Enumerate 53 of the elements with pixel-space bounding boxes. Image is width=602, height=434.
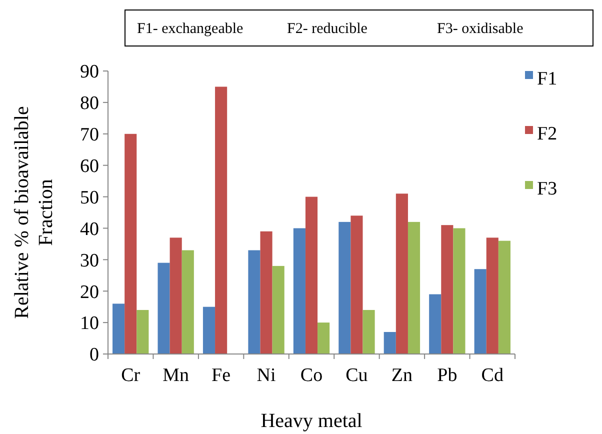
bar — [498, 240, 510, 354]
x-tick-label: Mn — [162, 365, 190, 386]
bar — [384, 332, 396, 354]
bar — [350, 216, 363, 354]
bar — [260, 231, 272, 354]
x-tick-label: Cr — [121, 365, 141, 386]
bar — [453, 228, 466, 354]
x-tick-label: Fe — [212, 365, 231, 386]
bar — [396, 194, 408, 354]
y-tick-label: 10 — [80, 313, 99, 334]
y-tick-label: 30 — [80, 250, 99, 272]
bar — [248, 250, 260, 354]
y-axis-title: Relative % of bioavailable Fraction — [11, 106, 57, 319]
text: F2- reducible — [287, 21, 368, 37]
y-tick-label: 60 — [80, 156, 99, 177]
bar — [318, 322, 330, 354]
x-tick-label: Cd — [481, 365, 504, 386]
bar — [272, 266, 284, 354]
bar — [362, 310, 375, 354]
x-axis-title: Heavy metal — [260, 410, 363, 432]
bar — [124, 134, 137, 354]
bar — [202, 306, 216, 354]
bar — [474, 269, 486, 354]
y-tick-label: 40 — [80, 218, 99, 240]
bar — [136, 310, 149, 354]
bar — [338, 222, 351, 354]
x-tick-label: Pb — [437, 365, 458, 386]
x-tick-label: Co — [300, 365, 323, 386]
bar — [112, 304, 125, 354]
x-tick-label: Zn — [391, 365, 413, 386]
y-tick-label: 70 — [80, 124, 99, 146]
y-tick-label: 0 — [90, 344, 99, 366]
y-tick-label: 20 — [80, 282, 99, 303]
bar — [441, 225, 454, 354]
legend-label: F3 — [537, 178, 558, 200]
text: F3- oxidisable — [437, 21, 524, 37]
x-tick-label: Cu — [346, 365, 368, 386]
x-tick-label: Ni — [256, 365, 276, 386]
bar — [215, 86, 228, 354]
bar — [170, 238, 182, 354]
bar — [429, 294, 442, 354]
bar — [486, 238, 498, 354]
legend-label: F1 — [537, 68, 558, 90]
legend-label: F2 — [537, 124, 558, 145]
bar — [305, 196, 318, 354]
bar — [408, 222, 420, 354]
y-tick-label: 50 — [80, 187, 99, 208]
bar — [182, 250, 194, 354]
y-tick-label: 80 — [80, 93, 99, 114]
bar — [158, 262, 170, 354]
bar — [293, 228, 306, 354]
y-tick-label: 90 — [80, 62, 99, 83]
text: F1- exchangeable — [137, 21, 244, 37]
